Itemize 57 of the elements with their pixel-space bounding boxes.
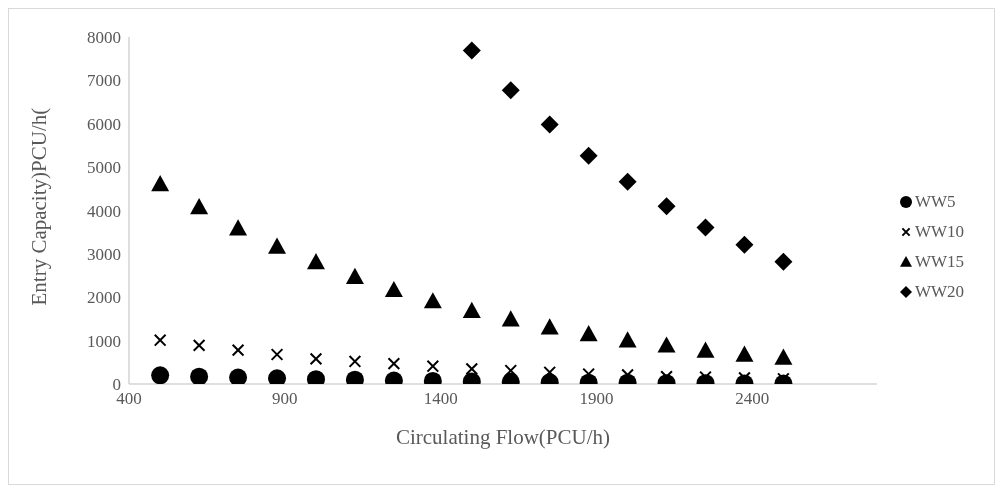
point <box>153 333 167 347</box>
x-tick-label: 2400 <box>735 389 770 409</box>
point <box>268 237 287 254</box>
point <box>540 115 559 134</box>
point <box>190 198 209 215</box>
point <box>348 355 362 368</box>
point <box>229 368 248 384</box>
y-tick-label: 1000 <box>87 331 121 351</box>
point <box>774 348 793 365</box>
point <box>192 339 206 352</box>
point <box>190 367 209 384</box>
y-tick-label: 8000 <box>87 28 121 48</box>
y-tick-label: 5000 <box>87 158 121 178</box>
point <box>465 362 479 376</box>
point <box>462 301 481 318</box>
point <box>618 172 637 191</box>
legend-label: WW15 <box>914 251 964 272</box>
point <box>462 41 481 60</box>
y-tick-label: 2000 <box>87 288 121 308</box>
point <box>657 336 676 353</box>
y-axis-title: Entry Capacity)PCU/h( <box>27 107 52 306</box>
point <box>657 197 676 216</box>
x-axis-title: Circulating Flow(PCU/h) <box>395 425 610 449</box>
point <box>696 341 715 358</box>
point <box>540 318 559 335</box>
point <box>231 343 245 357</box>
y-tick-label: 7000 <box>87 71 121 91</box>
point <box>618 331 637 348</box>
point <box>423 292 442 309</box>
point <box>696 218 715 237</box>
point <box>501 81 520 100</box>
point <box>579 325 598 342</box>
point <box>504 364 518 377</box>
y-tick-label: 6000 <box>87 114 121 134</box>
point <box>306 253 325 270</box>
legend-label: WW10 <box>914 221 964 242</box>
legend-label: WW20 <box>914 281 964 302</box>
point <box>309 352 323 366</box>
legend-label: WW5 <box>914 191 956 212</box>
y-tick-label: 4000 <box>87 201 121 221</box>
point <box>229 219 248 236</box>
x-tick-label: 1900 <box>579 389 614 409</box>
point <box>384 280 403 298</box>
point <box>735 345 754 362</box>
x-tick-label: 1400 <box>423 389 458 409</box>
point <box>151 366 170 384</box>
point <box>735 235 754 254</box>
point <box>501 310 520 327</box>
y-tick-label: 3000 <box>87 244 121 264</box>
point <box>151 175 170 192</box>
point <box>774 252 793 271</box>
point <box>579 146 598 165</box>
x-tick-label: 900 <box>272 389 298 409</box>
point <box>387 357 401 371</box>
point <box>270 348 284 361</box>
point <box>426 359 440 373</box>
point <box>345 267 364 285</box>
